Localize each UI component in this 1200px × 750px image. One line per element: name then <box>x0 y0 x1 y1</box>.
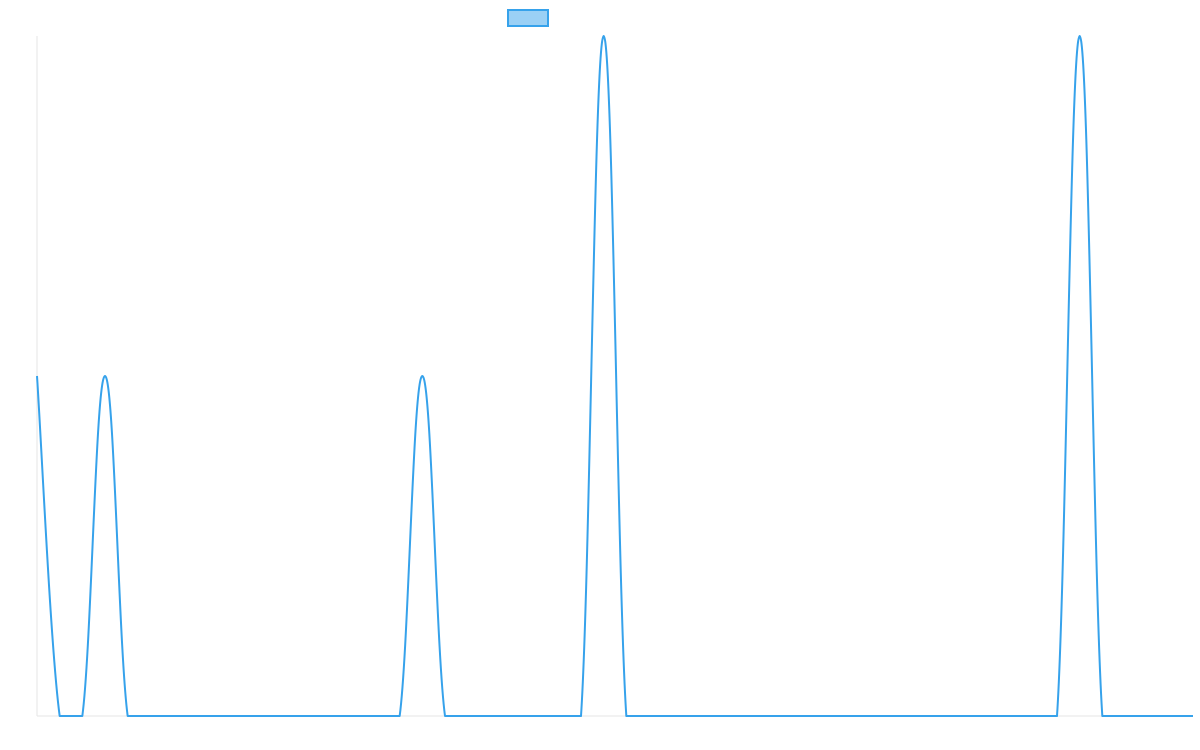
legend-swatch[interactable] <box>507 9 549 27</box>
series-line-0 <box>36 35 1193 717</box>
series-layer <box>36 35 1193 717</box>
legend[interactable] <box>507 9 549 27</box>
axes <box>36 36 1193 717</box>
